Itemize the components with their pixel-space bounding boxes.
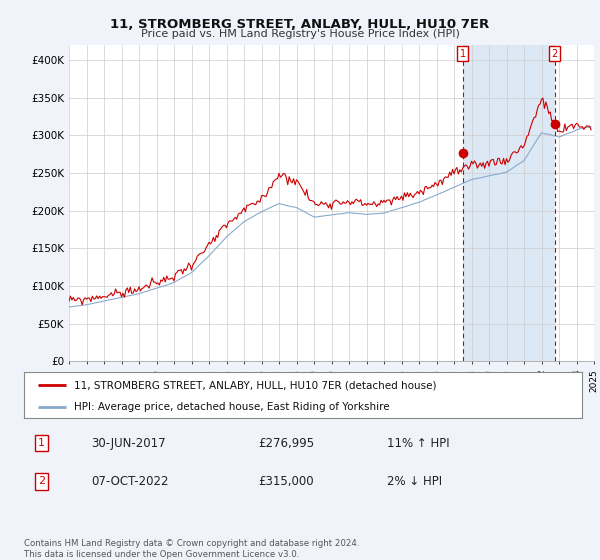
Text: £276,995: £276,995 <box>259 437 314 450</box>
Text: 30-JUN-2017: 30-JUN-2017 <box>91 437 166 450</box>
Text: 1: 1 <box>460 49 466 59</box>
Text: 07-OCT-2022: 07-OCT-2022 <box>91 475 169 488</box>
Text: HPI: Average price, detached house, East Riding of Yorkshire: HPI: Average price, detached house, East… <box>74 402 390 412</box>
Text: 2: 2 <box>551 49 558 59</box>
Text: 11% ↑ HPI: 11% ↑ HPI <box>387 437 449 450</box>
Text: Contains HM Land Registry data © Crown copyright and database right 2024.
This d: Contains HM Land Registry data © Crown c… <box>24 539 359 559</box>
Text: 11, STROMBERG STREET, ANLABY, HULL, HU10 7ER: 11, STROMBERG STREET, ANLABY, HULL, HU10… <box>110 18 490 31</box>
Text: 2: 2 <box>38 477 45 487</box>
Text: 1: 1 <box>38 438 45 449</box>
Bar <box>463 45 554 361</box>
Text: 2% ↓ HPI: 2% ↓ HPI <box>387 475 442 488</box>
Text: £315,000: £315,000 <box>259 475 314 488</box>
Text: 11, STROMBERG STREET, ANLABY, HULL, HU10 7ER (detached house): 11, STROMBERG STREET, ANLABY, HULL, HU10… <box>74 380 437 390</box>
Text: Price paid vs. HM Land Registry's House Price Index (HPI): Price paid vs. HM Land Registry's House … <box>140 29 460 39</box>
